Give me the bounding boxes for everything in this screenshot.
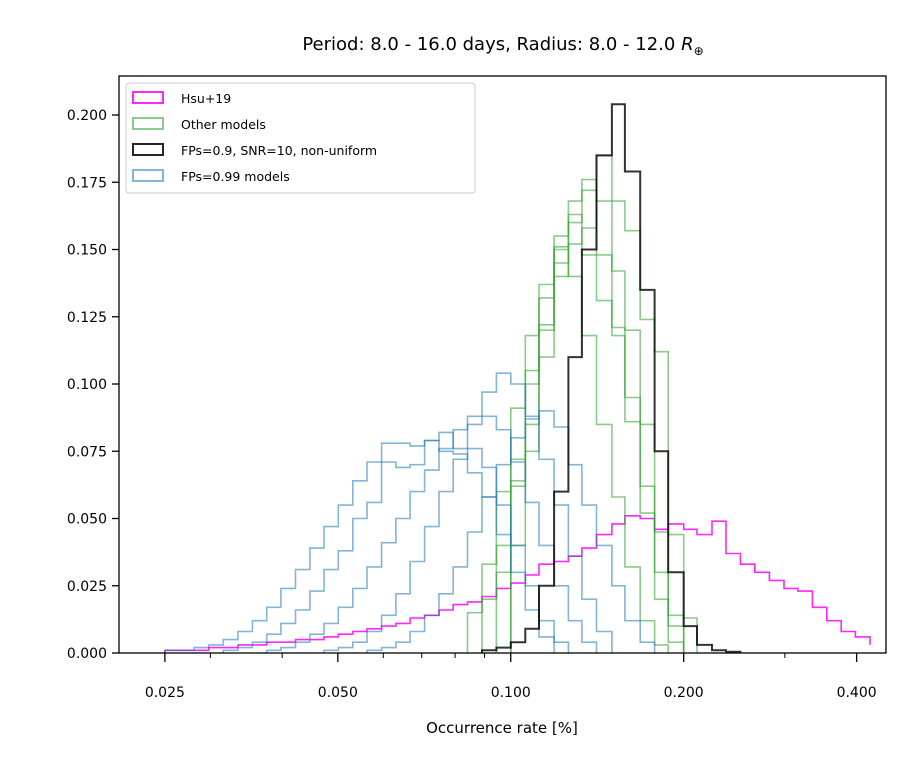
x-tick-label: 0.400	[837, 685, 877, 701]
histogram-series-9	[323, 372, 613, 653]
chart-title: Period: 8.0 - 16.0 days, Radius: 8.0 - 1…	[302, 34, 703, 58]
y-tick-label: 0.075	[67, 444, 107, 460]
legend-box	[125, 82, 476, 194]
y-tick-label: 0.050	[67, 512, 107, 528]
legend-label-1: Other models	[181, 117, 266, 132]
chart-title-symbol: R	[681, 34, 694, 55]
legend-swatch-2	[132, 143, 164, 156]
histogram-series-3	[495, 213, 685, 653]
axis-ticks: 0.000 0.025 0.050 0.075 0.100 0.125 0.150 0.175…	[67, 108, 877, 701]
x-tick-label: 0.200	[664, 685, 704, 701]
chart-title-subscript: ⊕	[694, 44, 704, 58]
axes-frame	[118, 75, 887, 654]
legend-label-0: Hsu+19	[181, 91, 231, 106]
x-axis-label: Occurrence rate [%]	[426, 719, 578, 737]
legend-label-3: FPs=0.99 models	[181, 169, 290, 184]
y-tick-label: 0.000	[67, 646, 107, 662]
x-tick-label: 0.025	[145, 685, 185, 701]
y-tick-label: 0.200	[67, 108, 107, 124]
histogram-series-7	[222, 431, 570, 653]
histogram-series-0	[164, 515, 871, 653]
y-tick-label: 0.125	[67, 310, 107, 326]
legend-swatch-3	[132, 169, 164, 182]
y-tick-label: 0.025	[67, 579, 107, 595]
plot-marks	[164, 103, 871, 653]
legend-swatch-1	[132, 117, 164, 130]
chart-title-main: Period: 8.0 - 16.0 days, Radius: 8.0 - 1…	[302, 34, 675, 55]
legend-label-2: FPs=0.9, SNR=10, non-uniform	[181, 143, 377, 158]
y-tick-label: 0.150	[67, 243, 107, 259]
y-tick-label: 0.100	[67, 377, 107, 393]
y-tick-label: 0.175	[67, 175, 107, 191]
legend-swatch-0	[132, 91, 164, 104]
legend: Hsu+19 Other models FPs=0.9, SNR=10, non-u…	[125, 82, 476, 194]
x-tick-label: 0.050	[318, 685, 358, 701]
histogram-series-11	[481, 103, 742, 653]
histogram-series-8	[265, 415, 598, 653]
histogram-series-10	[366, 410, 656, 653]
x-tick-label: 0.100	[491, 685, 531, 701]
